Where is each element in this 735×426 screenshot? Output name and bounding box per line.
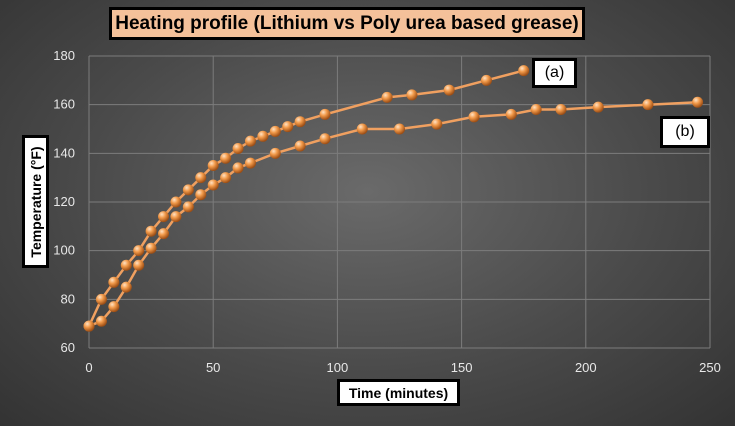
data-point — [83, 320, 95, 332]
x-tick-label: 100 — [327, 360, 349, 375]
x-tick-label: 50 — [206, 360, 220, 375]
y-tick-label: 80 — [61, 291, 75, 306]
axes: 60 80 100 120 140 160 180 0 50 100 150 200 250 — [53, 48, 721, 375]
series-line-0 — [87, 69, 525, 327]
data-point — [95, 315, 107, 327]
data-point — [381, 91, 393, 103]
data-point — [257, 130, 269, 142]
data-point — [170, 196, 182, 208]
chart-title: Heating profile (Lithium vs Poly urea ba… — [109, 7, 585, 40]
data-point — [195, 189, 207, 201]
x-tick-label: 250 — [699, 360, 721, 375]
data-point — [443, 84, 455, 96]
data-point — [133, 245, 145, 257]
y-axis-label: Temperature (°F) — [27, 145, 44, 258]
data-point — [692, 96, 704, 108]
data-point — [319, 133, 331, 145]
data-point — [518, 65, 530, 77]
data-point — [530, 104, 542, 116]
data-point — [244, 157, 256, 169]
data-point — [232, 142, 244, 154]
data-point — [220, 152, 232, 164]
data-point — [120, 259, 132, 271]
data-point — [555, 104, 567, 116]
data-point — [182, 184, 194, 196]
data-point — [158, 211, 170, 223]
data-point — [158, 228, 170, 240]
data-point — [195, 172, 207, 184]
data-point — [244, 135, 256, 147]
y-tick-label: 60 — [61, 340, 75, 355]
data-point — [319, 108, 331, 120]
data-point — [505, 108, 517, 120]
y-axis-label-box: Temperature (°F) — [22, 135, 49, 268]
data-point — [120, 281, 132, 293]
y-tick-label: 140 — [53, 145, 75, 160]
data-point — [232, 162, 244, 174]
data-point — [282, 121, 294, 133]
data-point — [642, 99, 654, 111]
x-tick-label: 150 — [451, 360, 473, 375]
data-point — [145, 242, 157, 254]
y-tick-label: 180 — [53, 48, 75, 63]
y-tick-label: 100 — [53, 243, 75, 258]
x-tick-label: 200 — [575, 360, 597, 375]
x-axis-label: Time (minutes) — [337, 379, 460, 406]
data-point — [108, 301, 120, 313]
x-tick-label: 0 — [85, 360, 92, 375]
data-point — [182, 201, 194, 213]
data-point — [394, 123, 405, 135]
data-point — [269, 147, 281, 159]
series-a-label: (a) — [532, 58, 577, 88]
data-point — [95, 293, 107, 305]
series — [83, 65, 704, 332]
data-point — [145, 225, 157, 237]
data-point — [592, 101, 604, 113]
grid — [88, 55, 711, 349]
data-point — [170, 211, 182, 223]
y-tick-label: 120 — [53, 194, 75, 209]
data-point — [480, 74, 492, 86]
data-point — [220, 172, 232, 184]
y-tick-label: 160 — [53, 97, 75, 112]
data-point — [207, 160, 219, 171]
data-point — [406, 89, 418, 101]
data-point — [356, 123, 368, 135]
data-point — [294, 116, 306, 128]
data-point — [468, 111, 480, 123]
data-point — [431, 118, 443, 130]
data-point — [207, 179, 219, 191]
data-point — [133, 259, 145, 271]
data-point — [108, 276, 120, 288]
data-point — [269, 125, 281, 137]
series-b-label: (b) — [660, 116, 710, 148]
data-point — [294, 140, 306, 152]
